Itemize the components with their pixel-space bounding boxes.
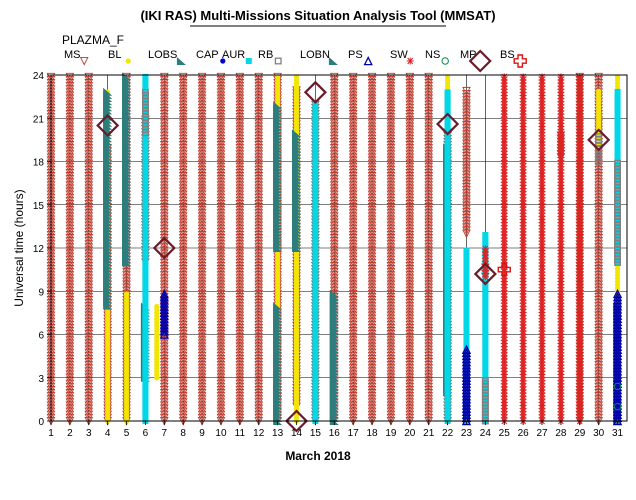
data-point-ms	[424, 72, 434, 82]
data-point-sw	[481, 245, 489, 253]
legend-label-mp: MP	[460, 49, 477, 61]
legend-label-cap: CAP	[196, 49, 219, 61]
data-point-ms	[159, 72, 169, 82]
legend-marker-ns	[441, 57, 449, 65]
legend-label-aur: AUR	[222, 49, 245, 61]
data-point-ms	[329, 72, 339, 82]
data-point-ms	[462, 86, 471, 96]
chart-legend: MS BL LOBS CAP AUR RB LOBN PS SW NS MP BS	[64, 49, 527, 73]
legend-label-lobn: LOBN	[300, 49, 330, 61]
data-point-ms	[197, 72, 207, 82]
data-point-sw	[519, 73, 527, 81]
data-point-ms	[178, 72, 188, 82]
data-point-ms	[65, 75, 75, 85]
data-point-ms	[367, 75, 377, 85]
data-point-ms	[405, 72, 415, 82]
data-point-sw	[500, 73, 508, 81]
legend-marker-ms	[79, 56, 89, 66]
legend-label-sw: SW	[390, 49, 408, 61]
legend-marker-rb	[274, 57, 282, 65]
data-point-ms	[84, 75, 94, 85]
data-point-bl	[154, 303, 160, 310]
data-point-ms	[424, 75, 434, 85]
data-point-ms	[216, 72, 226, 82]
data-point-aur	[463, 247, 470, 254]
legend-label-ps: PS	[348, 49, 363, 61]
data-point-ms	[405, 75, 415, 85]
data-point-ms	[46, 72, 56, 82]
data-point-ms	[254, 75, 264, 85]
data-point-ms	[178, 75, 188, 85]
data-point-ms	[235, 75, 245, 85]
plot-area	[46, 72, 627, 433]
data-point-bl	[596, 88, 602, 94]
legend-marker-lobn	[328, 57, 338, 65]
data-point-ms	[386, 75, 396, 85]
data-point-ms	[348, 72, 358, 82]
data-point-ms	[348, 75, 358, 85]
data-point-ms	[197, 75, 207, 85]
data-point-sw	[557, 73, 565, 81]
data-point-bl	[123, 291, 130, 297]
data-point-ms	[329, 75, 339, 85]
legend-marker-ps	[363, 55, 373, 66]
data-point-ms	[367, 72, 377, 82]
legend-label-rb: RB	[258, 49, 273, 61]
legend-label-lobs: LOBS	[148, 49, 177, 61]
chart-subtitle: PLAZMA_F	[62, 33, 124, 47]
legend-label-bl: BL	[108, 49, 121, 61]
data-point-ms	[254, 72, 264, 82]
legend-marker-bs	[513, 54, 527, 68]
data-point-ms	[462, 90, 471, 99]
legend-marker-aur	[245, 58, 252, 64]
legend-marker-cap	[220, 58, 226, 64]
data-point-ms	[65, 72, 75, 82]
legend-label-bs: BS	[500, 49, 515, 61]
data-point-aur	[444, 89, 451, 96]
legend-marker-bl	[125, 58, 131, 64]
data-point-sw	[538, 73, 546, 81]
data-point-ms	[84, 72, 94, 82]
legend-marker-mp	[468, 49, 492, 73]
data-point-aur	[614, 88, 621, 95]
data-point-ms	[216, 75, 226, 85]
legend-label-ns: NS	[425, 49, 440, 61]
legend-marker-sw	[406, 57, 414, 65]
data-point-ms	[159, 75, 169, 85]
data-point-ms	[235, 72, 245, 82]
data-point-ms	[386, 72, 396, 82]
data-point-aur	[482, 232, 489, 238]
chart-title: (IKI RAS) Multi-Missions Situation Analy…	[140, 8, 495, 23]
legend-marker-lobs	[176, 57, 186, 65]
legend-label-ms: MS	[64, 49, 81, 61]
